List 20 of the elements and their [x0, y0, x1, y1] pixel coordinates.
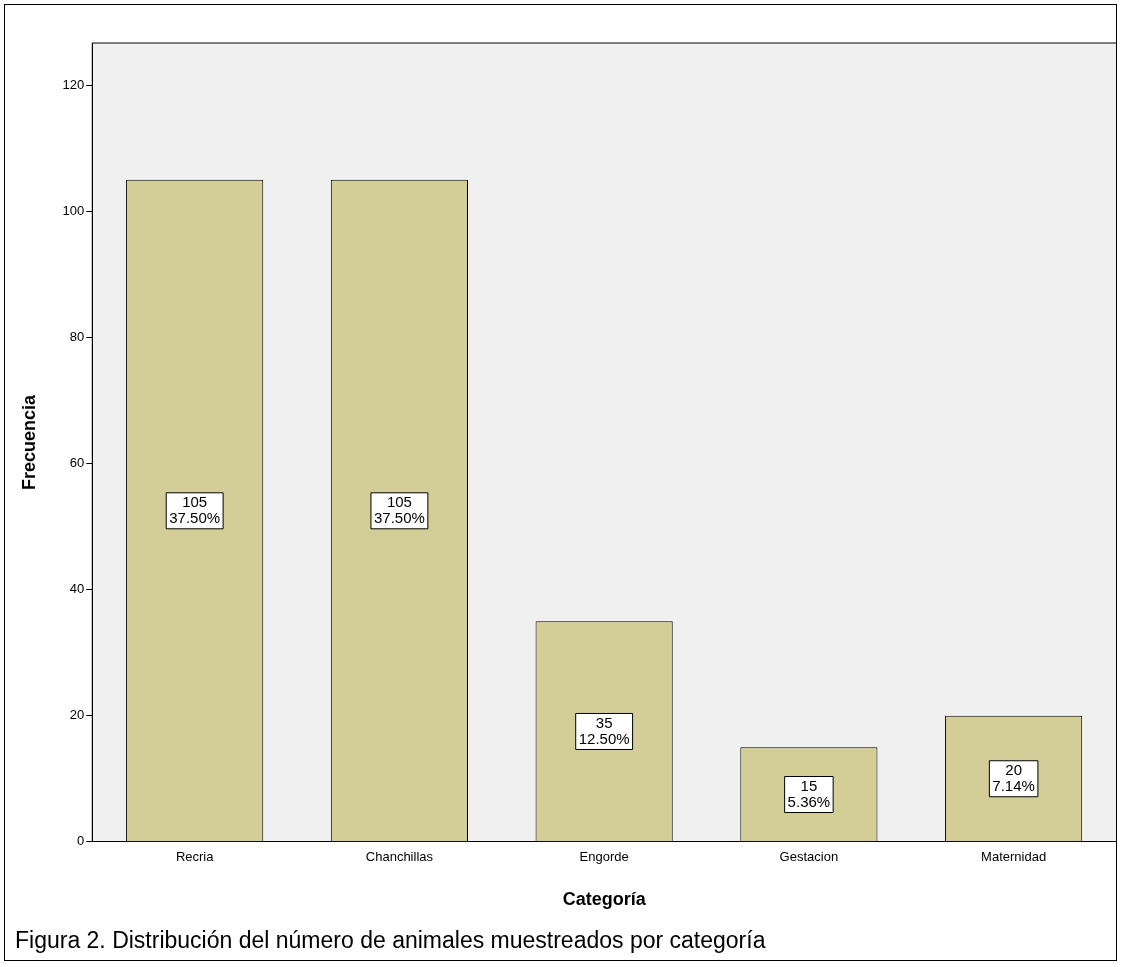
y-tick-label: 80 — [69, 329, 85, 345]
x-tick-label: Chanchillas — [365, 849, 434, 865]
data-label: 20 7.14% — [992, 760, 1035, 794]
data-label: 105 37.50% — [373, 492, 425, 526]
x-tick-label: Engorde — [579, 849, 629, 865]
y-tick-label: 100 — [62, 202, 85, 218]
y-tick-label: 120 — [62, 76, 85, 92]
y-tick-label: 0 — [77, 833, 85, 849]
data-label: 15 5.36% — [787, 776, 831, 810]
x-tick-label: Maternidad — [981, 849, 1047, 865]
y-tick-label: 40 — [69, 581, 85, 597]
y-axis-title: Frecuencia — [18, 393, 39, 490]
data-label: 105 37.50% — [169, 492, 221, 526]
x-tick-label: Recria — [175, 849, 215, 865]
y-tick-label: 60 — [69, 455, 85, 471]
text: Figura 2. Distribución del número de animales muestreados por categoría — [15, 927, 766, 954]
x-tick-label: Gestacion — [779, 849, 839, 865]
y-tick-label: 20 — [69, 707, 85, 723]
data-label: 35 12.50% — [578, 713, 630, 747]
x-axis-title: Categoría — [562, 889, 647, 910]
